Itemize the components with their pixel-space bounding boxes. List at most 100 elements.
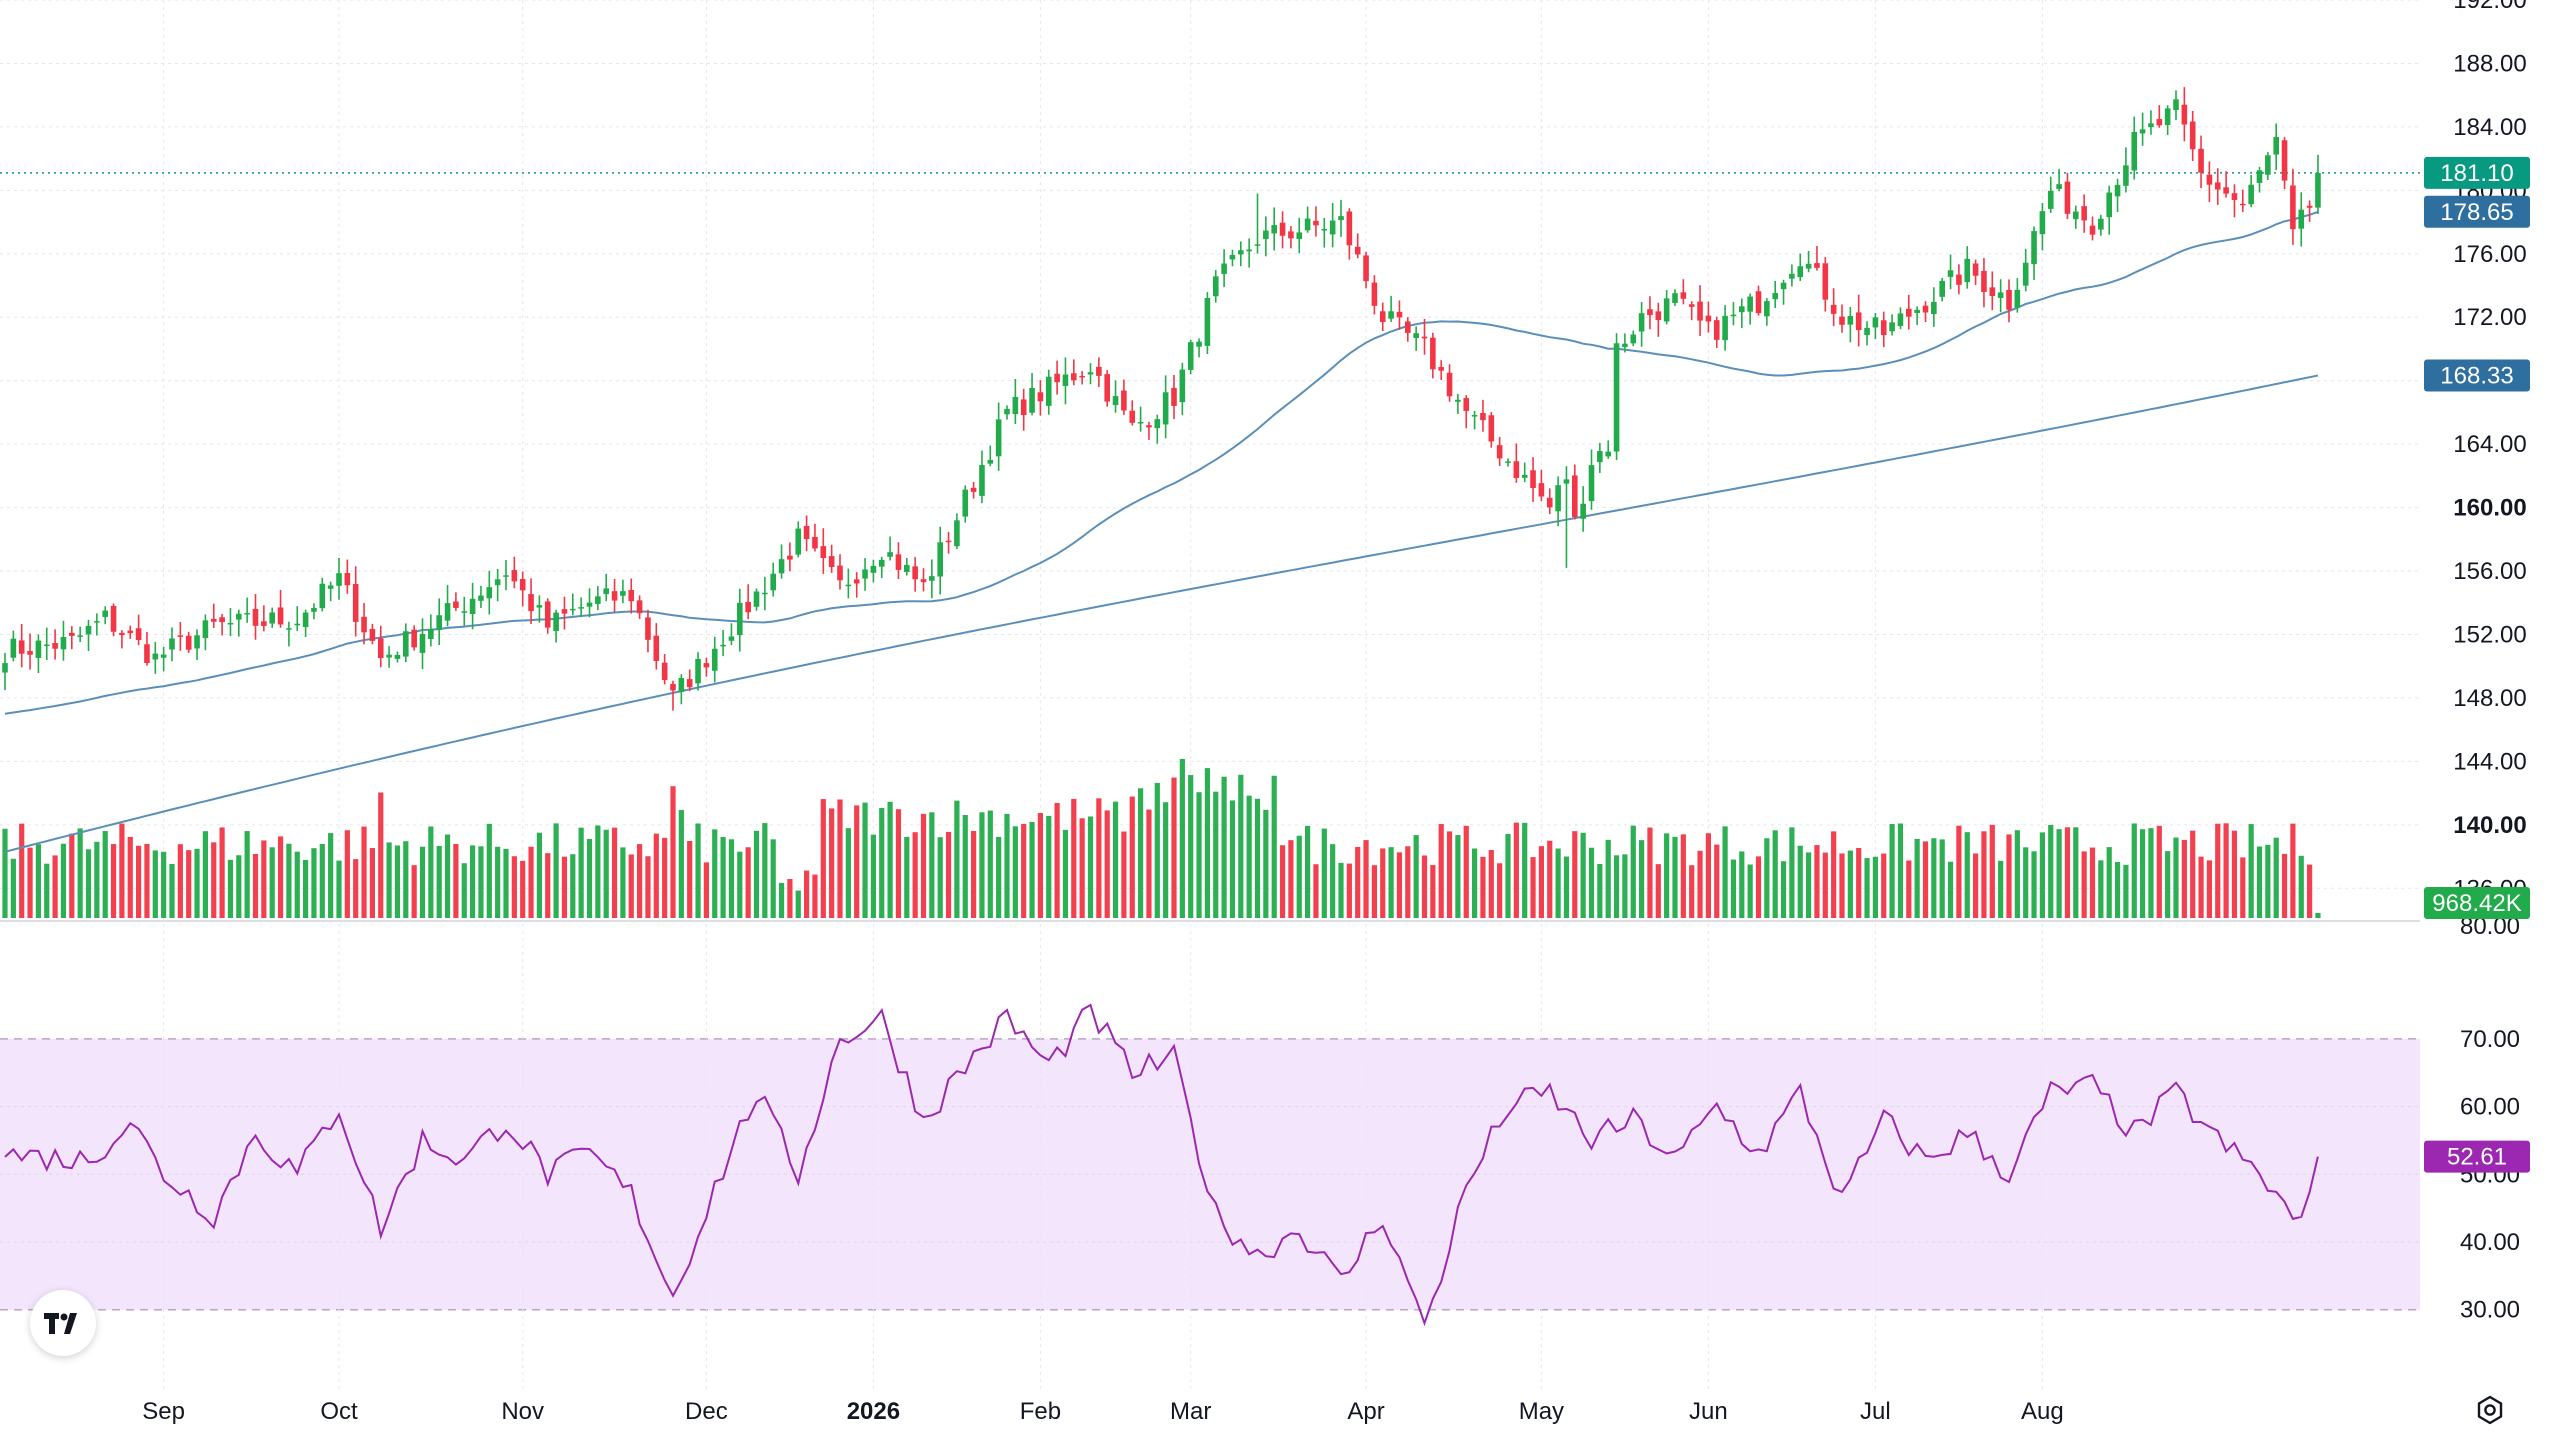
candle [1104,370,1110,407]
candle [561,596,568,630]
volume-bar [795,890,801,918]
volume-bar [2140,829,2146,918]
candle [202,614,209,651]
candle [870,559,877,583]
volume-bar [2123,864,2129,918]
candle [770,562,776,597]
volume-bar [1305,825,1311,918]
candle-body [1062,374,1069,387]
candle-body [1304,218,1311,231]
candle [737,588,743,652]
candle-body [636,600,643,614]
candle [1655,302,1662,337]
candle [1171,374,1177,420]
candle [1839,304,1845,333]
candle [1697,285,1703,336]
candle-body [1989,287,1996,297]
volume-bar [870,834,876,918]
candle [1680,279,1687,305]
candle-body [1480,413,1486,421]
volume-bar [1981,831,1987,918]
candle-body [845,584,852,587]
volume-bar [1839,853,1845,918]
volume-bar [1254,798,1261,918]
candle-body [102,610,108,617]
volume-bar [453,843,459,918]
candle [1313,206,1319,237]
candle-body [35,640,42,658]
volume-bar [2265,844,2271,918]
volume-bar [1330,844,1336,918]
candle [1438,360,1444,380]
volume-bar [653,833,659,918]
volume-bar [311,848,317,918]
volume-bar [2173,837,2179,918]
candle-body [2022,262,2029,286]
candle-body [77,635,83,637]
candle [1179,362,1186,416]
candle-body [1471,415,1478,417]
candle [2014,278,2021,313]
volume-bar [102,831,108,918]
candle [645,609,651,653]
candle [2298,192,2305,247]
settings-button[interactable] [2470,1390,2510,1430]
candle-body [795,528,802,555]
current-price-badge-label: 181.10 [2440,160,2513,187]
volume-bar [845,828,851,918]
tradingview-logo[interactable] [30,1290,96,1356]
candle [595,586,601,611]
candles [2,87,2321,711]
volume-bar [303,859,309,918]
candle-body [1229,254,1236,260]
candle-body [152,653,159,660]
candle [344,559,351,594]
candle-body [377,638,384,659]
volume-bar [1154,782,1160,918]
candle-body [1981,270,1987,292]
candle-body [210,618,217,622]
volume-bar [1071,798,1077,918]
candle-body [2148,123,2154,128]
volume-bar [52,855,58,918]
candle [436,598,442,646]
candle [444,584,451,627]
volume-bar [1004,813,1010,918]
candle-body [261,621,267,626]
volume-bar [1271,775,1277,918]
candle-body [1238,250,1244,255]
volume-bar [169,863,175,918]
candle [469,582,476,630]
candle [1054,360,1060,395]
volume-bar [1129,796,1135,918]
candle [853,572,860,598]
volume-bar [2281,853,2288,918]
candle-body [1546,497,1553,508]
candle-body [711,648,718,671]
candle-body [1413,333,1419,338]
volume-bar [1897,823,1904,918]
candle-body [18,640,25,654]
candle [979,450,985,504]
candle-body [394,654,401,659]
candle [586,588,593,618]
volume-bar [60,843,67,918]
candle [628,578,635,614]
candle [1329,203,1336,248]
volume-bar [411,865,417,918]
candle [528,578,534,624]
volume-bar [2023,847,2029,918]
price-tick-label: 144.00 [2453,748,2526,775]
candle [1572,464,1578,520]
volume-bar [227,859,234,918]
volume-bar [1488,849,1494,918]
candle-body [2073,211,2079,220]
candle [1764,298,1770,326]
volume-bar [1747,864,1753,918]
volume-bar [1121,831,1127,918]
candle-body [1555,485,1561,512]
candle [102,606,108,625]
candle [1855,294,1862,347]
volume-bar [578,827,584,918]
